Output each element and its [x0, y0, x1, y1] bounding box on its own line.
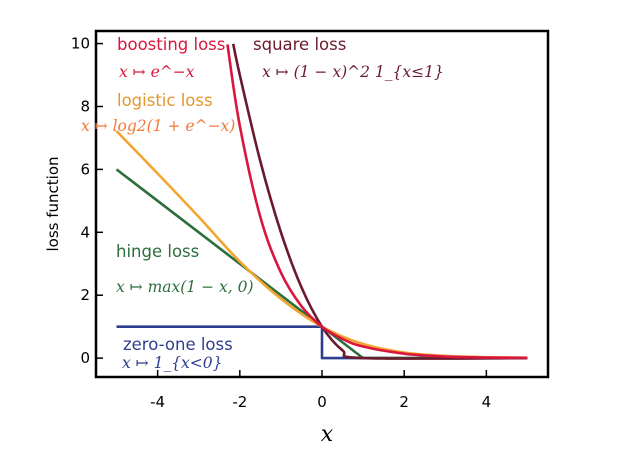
square-loss-label: square loss	[253, 35, 346, 54]
x-axis-title: x	[321, 422, 334, 447]
hinge-loss-formula: x ↦ max(1 − x, 0)	[116, 278, 254, 296]
x-tick-label: 4	[482, 393, 492, 411]
x-tick-label: -2	[232, 393, 247, 411]
boosting-loss-formula: x ↦ e^−x	[119, 63, 195, 81]
x-tick-label: -4	[150, 393, 165, 411]
y-tick-label: 0	[80, 349, 90, 367]
y-tick-label: 4	[80, 223, 90, 241]
y-axis-title: loss function	[44, 156, 62, 251]
x-tick-label: 2	[399, 393, 409, 411]
square-loss-line	[231, 43, 528, 360]
y-tick-label: 6	[80, 160, 90, 178]
square-loss-formula: x ↦ (1 − x)^2 1_{x≤1}	[262, 63, 444, 81]
boosting-loss-label: boosting loss	[117, 35, 225, 54]
hinge-loss-label: hinge loss	[116, 242, 199, 261]
x-axis: -4 -2 0 2 4	[150, 370, 491, 411]
zero-one-loss-formula: x ↦ 1_{x<0}	[122, 354, 223, 372]
x-tick-label: 0	[317, 393, 327, 411]
y-tick-label: 10	[71, 35, 90, 53]
y-tick-label: 8	[80, 97, 90, 115]
zero-one-loss-label: zero-one loss	[123, 335, 233, 354]
y-tick-label: 2	[80, 286, 90, 304]
series-layer	[115, 43, 528, 360]
logistic-loss-formula: x ↦ log2(1 + e^−x)	[81, 117, 235, 135]
boosting-loss-line	[226, 44, 528, 360]
y-axis: 0 2 4 6 8 10	[71, 35, 103, 367]
logistic-loss-label: logistic loss	[117, 91, 213, 110]
